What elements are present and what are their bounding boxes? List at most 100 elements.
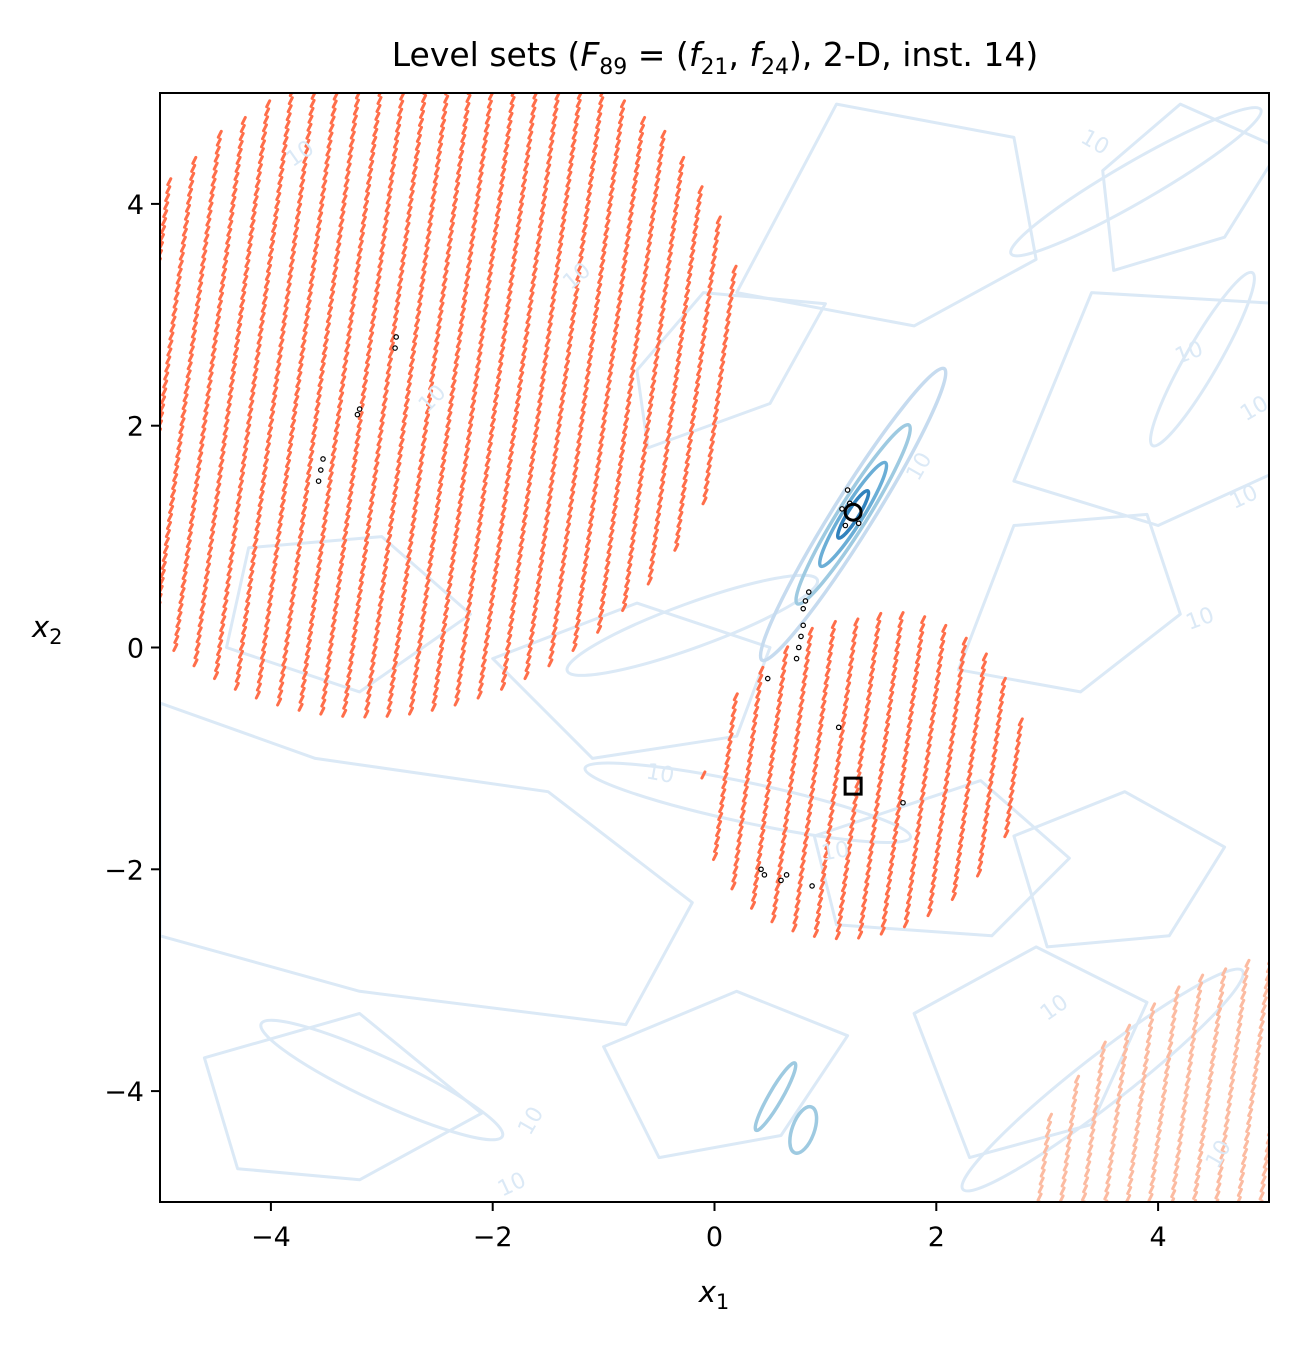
- hatch-mark: [367, 339, 373, 349]
- hatch-mark: [288, 435, 295, 444]
- hatch-mark: [906, 895, 912, 905]
- hatch-mark: [1274, 1089, 1277, 1095]
- hatch-mark: [417, 461, 424, 471]
- hatch-mark: [308, 450, 315, 459]
- hatch-mark: [984, 804, 991, 814]
- hatch-mark: [1258, 1020, 1265, 1030]
- hatch-mark: [310, 434, 317, 443]
- hatch-mark: [560, 218, 567, 228]
- hatch-mark: [381, 227, 388, 237]
- hatch-mark: [302, 497, 309, 507]
- hatch-mark: [297, 702, 304, 712]
- hatch-mark: [1277, 1065, 1280, 1071]
- hatch-mark: [879, 926, 886, 936]
- hatch-mark: [758, 836, 765, 846]
- hatch-mark: [708, 440, 715, 450]
- hatch-mark: [435, 150, 442, 160]
- hatch-mark: [557, 407, 564, 417]
- hatch-mark: [1013, 749, 1020, 759]
- hatch-mark: [190, 329, 197, 339]
- hatch-mark: [1217, 999, 1223, 1009]
- hatch-mark: [284, 290, 291, 300]
- hatch-mark: [359, 223, 366, 233]
- hatch-mark: [571, 130, 578, 140]
- hatch-mark: [606, 203, 613, 213]
- hatch-mark: [914, 831, 921, 841]
- hatch-mark: [780, 834, 787, 844]
- hatch-mark: [916, 647, 923, 657]
- hatch-mark: [670, 219, 677, 229]
- hatch-mark: [249, 562, 256, 571]
- hatch-mark: [272, 554, 279, 564]
- hatch-mark: [172, 473, 179, 483]
- hatch-mark: [1150, 1002, 1157, 1012]
- hatch-mark: [344, 343, 351, 353]
- hatch-mark: [180, 579, 187, 589]
- hatch-mark: [574, 106, 581, 116]
- hatch-mark: [335, 85, 338, 91]
- hatch-mark: [902, 750, 909, 760]
- hatch-mark: [342, 186, 349, 196]
- hatch-mark: [274, 370, 281, 380]
- hatch-mark: [1166, 1049, 1173, 1059]
- hatch-mark: [582, 216, 589, 225]
- hatch-mark: [490, 410, 497, 419]
- hatch-mark: [439, 293, 446, 303]
- hatch-mark: [276, 184, 283, 193]
- hatch-mark: [640, 116, 647, 125]
- hatch-mark: [842, 705, 848, 715]
- hatch-mark: [404, 565, 411, 575]
- hatch-mark: [424, 413, 430, 423]
- hatch-mark: [419, 109, 425, 119]
- hatch-mark: [469, 577, 476, 587]
- hatch-mark: [591, 322, 597, 332]
- hatch-mark: [699, 343, 706, 353]
- hatch-mark: [155, 275, 158, 281]
- hatch-mark: [1232, 1054, 1238, 1064]
- hatch-mark: [369, 493, 376, 503]
- hatch-mark: [320, 527, 327, 537]
- hatch-mark: [516, 210, 523, 220]
- hatch-mark: [204, 395, 211, 405]
- hatch-mark: [199, 435, 206, 445]
- hatch-mark: [859, 914, 866, 924]
- hatch-mark: [551, 282, 558, 292]
- hatch-mark: [143, 541, 146, 547]
- x-tick-label: 4: [1150, 1222, 1167, 1253]
- hatch-mark: [307, 114, 314, 124]
- hatch-mark: [262, 458, 269, 468]
- hatch-mark: [577, 255, 584, 265]
- hatch-mark: [254, 179, 261, 189]
- hatch-mark: [367, 167, 374, 177]
- hatch-mark: [544, 338, 551, 348]
- contour-level-label: 10: [1076, 125, 1113, 161]
- hatch-mark: [268, 418, 275, 428]
- hatch-mark: [694, 383, 700, 393]
- hatch-mark: [1125, 1194, 1132, 1202]
- hatch-mark: [506, 290, 513, 300]
- hatch-mark: [927, 727, 934, 737]
- hatch-mark: [352, 621, 359, 630]
- hatch-mark: [778, 850, 785, 860]
- hatch-mark: [455, 339, 462, 349]
- hatch-mark: [948, 740, 955, 750]
- hatch-mark: [936, 663, 943, 673]
- hatch-mark: [192, 491, 198, 501]
- hatch-mark: [391, 325, 397, 335]
- hatch-mark: [1079, 1218, 1082, 1224]
- hatch-mark: [1010, 773, 1017, 783]
- hatch-mark: [436, 317, 443, 327]
- hatch-mark: [570, 138, 577, 148]
- hatch-mark: [468, 585, 475, 595]
- hatch-mark: [243, 439, 250, 449]
- hatch-mark: [273, 208, 280, 217]
- hatch-mark: [382, 565, 388, 575]
- hatch-mark: [403, 398, 410, 408]
- hatch-mark: [484, 287, 491, 297]
- hatch-mark: [476, 521, 483, 531]
- hatch-mark: [289, 250, 296, 260]
- hatch-mark: [429, 538, 436, 548]
- hatch-mark: [791, 923, 798, 933]
- hatch-mark: [680, 320, 686, 330]
- hatch-mark: [1153, 1145, 1160, 1155]
